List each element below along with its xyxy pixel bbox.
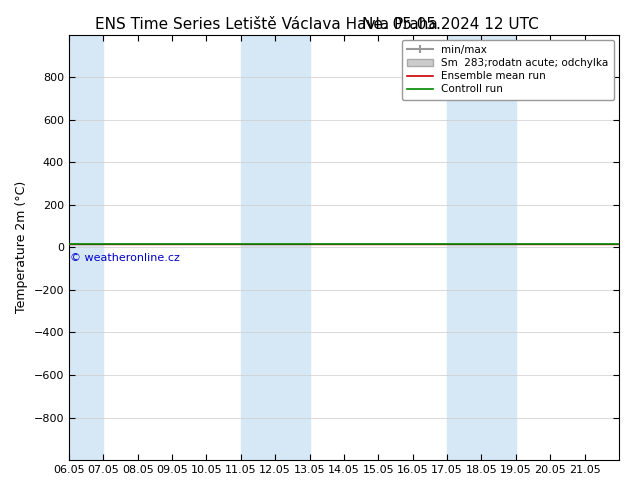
Legend: min/max, Sm  283;rodatn acute; odchylka, Ensemble mean run, Controll run: min/max, Sm 283;rodatn acute; odchylka, … [402,40,614,99]
Text: ENS Time Series Letiště Václava Havla Praha: ENS Time Series Letiště Václava Havla Pr… [95,17,438,32]
Text: Ne. 05.05.2024 12 UTC: Ne. 05.05.2024 12 UTC [362,17,539,32]
Bar [241,35,309,460]
Y-axis label: Temperature 2m (°C): Temperature 2m (°C) [15,181,28,314]
Text: © weatheronline.cz: © weatheronline.cz [70,253,179,263]
Bar [69,35,103,460]
Bar [447,35,516,460]
